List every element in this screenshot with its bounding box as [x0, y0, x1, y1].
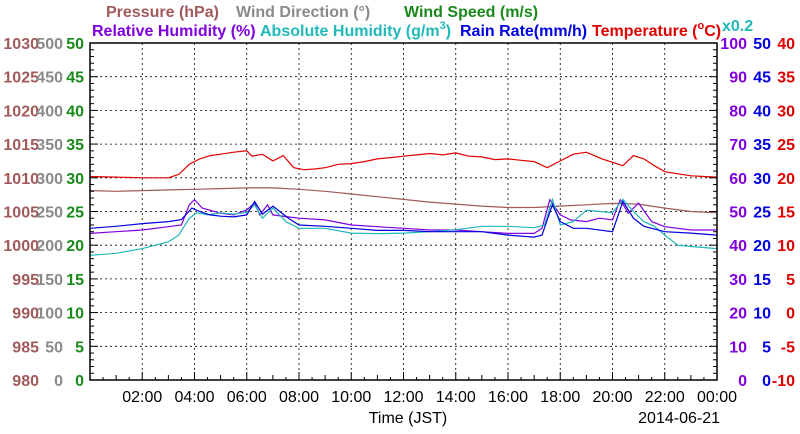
y-tick-label-wind-direction: 0: [54, 373, 63, 390]
y-tick-label-temperature: 5: [786, 272, 795, 289]
date-label: 2014-06-21: [638, 410, 720, 427]
y-tick-label-rain-rate: 20: [753, 238, 771, 255]
series-group: [89, 150, 718, 256]
y-tick-label-relative-humidity: 0: [738, 373, 747, 390]
y-tick-label-rain-rate: 15: [753, 272, 771, 289]
series-line-temperature: [89, 150, 718, 179]
y-tick-label-temperature: 15: [777, 205, 795, 222]
x-tick-label: 18:00: [540, 389, 580, 406]
y-tick-label-temperature: 0: [786, 306, 795, 323]
y-tick-label-wind-speed: 30: [66, 171, 84, 188]
y-tick-label-wind-speed: 5: [75, 339, 84, 356]
y-tick-label-wind-direction: 200: [36, 238, 63, 255]
y-tick-label-wind-direction: 150: [36, 272, 63, 289]
series-line-relative-humidity: [89, 198, 717, 234]
x-tick-label: 20:00: [592, 389, 632, 406]
y-tick-label-relative-humidity: 70: [729, 137, 747, 154]
legend-rain-rate: Rain Rate(mm/h): [460, 23, 587, 40]
y-tick-label-temperature: 20: [777, 171, 795, 188]
y-tick-label-rain-rate: 40: [753, 103, 771, 120]
series-line-absolute-humidity: [89, 197, 718, 256]
y-tick-label-rain-rate: 30: [753, 171, 771, 188]
y-tick-label-wind-speed: 45: [66, 70, 84, 87]
y-tick-label-wind-speed: 40: [66, 103, 84, 120]
y-tick-label-pressure: 980: [12, 373, 39, 390]
x-tick-label: 08:00: [279, 389, 319, 406]
y-tick-label-temperature: -10: [772, 373, 795, 390]
x-tick-labels: 02:00 04:00 06:00 08:00 10:00 12:00 14:00 16:00…: [89, 372, 737, 406]
legend-wind-speed: Wind Speed (m/s): [404, 4, 538, 21]
x-tick-label: 10:00: [331, 389, 371, 406]
y-tick-label-temperature: 30: [777, 103, 795, 120]
y-tick-label-wind-speed: 0: [75, 373, 84, 390]
legend-pressure: Pressure (hPa): [106, 4, 219, 21]
y-tick-label-rain-rate: 35: [753, 137, 771, 154]
y-tick-labels: 9809859909951000100510101015102010251030…: [3, 36, 795, 390]
y-tick-label-wind-speed: 25: [66, 205, 84, 222]
legend-absolute-humidity: Absolute Humidity (g/m3): [260, 20, 451, 40]
x-tick-label: 12:00: [383, 389, 423, 406]
y-tick-label-pressure: 1020: [3, 103, 39, 120]
y-tick-label-pressure: 995: [12, 272, 39, 289]
y-tick-label-pressure: 1010: [3, 171, 39, 188]
y-tick-label-relative-humidity: 100: [720, 36, 747, 53]
y-tick-label-pressure: 990: [12, 306, 39, 323]
y-tick-label-temperature: 40: [777, 36, 795, 53]
series-line-pressure: [89, 187, 718, 214]
series-line-rain-rate: [89, 200, 718, 238]
y-tick-label-pressure: 1000: [3, 238, 39, 255]
y-tick-label-relative-humidity: 10: [729, 339, 747, 356]
y-tick-label-rain-rate: 45: [753, 70, 771, 87]
y-tick-label-relative-humidity: 60: [729, 171, 747, 188]
y-tick-label-relative-humidity: 50: [729, 205, 747, 222]
y-tick-label-wind-direction: 400: [36, 103, 63, 120]
y-tick-label-wind-direction: 350: [36, 137, 63, 154]
x-tick-label: 22:00: [645, 389, 685, 406]
y-tick-label-rain-rate: 0: [762, 373, 771, 390]
legend-scale-note: x0.2: [722, 18, 753, 35]
y-tick-label-pressure: 985: [12, 339, 39, 356]
y-tick-label-relative-humidity: 40: [729, 238, 747, 255]
y-tick-label-pressure: 1025: [3, 70, 39, 87]
y-tick-label-relative-humidity: 30: [729, 272, 747, 289]
y-tick-label-relative-humidity: 90: [729, 70, 747, 87]
y-tick-label-pressure: 1015: [3, 137, 39, 154]
y-tick-label-rain-rate: 50: [753, 36, 771, 53]
y-tick-label-temperature: 35: [777, 70, 795, 87]
y-tick-label-wind-direction: 100: [36, 306, 63, 323]
y-tick-label-wind-direction: 50: [45, 339, 63, 356]
y-tick-label-wind-speed: 50: [66, 36, 84, 53]
y-tick-label-wind-direction: 500: [36, 36, 63, 53]
y-tick-label-rain-rate: 10: [753, 306, 771, 323]
grid: [90, 43, 717, 380]
y-tick-label-wind-speed: 10: [66, 306, 84, 323]
y-tick-label-temperature: 10: [777, 238, 795, 255]
x-axis-label: Time (JST): [369, 410, 448, 427]
legend-temperature: Temperature (oC): [592, 20, 721, 40]
legend-relative-humidity: Relative Humidity (%): [92, 23, 256, 40]
x-tick-label: 14:00: [436, 389, 476, 406]
y-tick-label-pressure: 1005: [3, 205, 39, 222]
y-tick-label-wind-direction: 250: [36, 205, 63, 222]
x-tick-label: 04:00: [174, 389, 214, 406]
y-tick-label-rain-rate: 5: [762, 339, 771, 356]
y-tick-label-wind-direction: 300: [36, 171, 63, 188]
y-tick-label-relative-humidity: 80: [729, 103, 747, 120]
y-tick-label-rain-rate: 25: [753, 205, 771, 222]
y-tick-label-temperature: 25: [777, 137, 795, 154]
x-tick-label: 02:00: [122, 389, 162, 406]
x-tick-label: 06:00: [227, 389, 267, 406]
y-tick-label-pressure: 1030: [3, 36, 39, 53]
y-tick-label-wind-speed: 35: [66, 137, 84, 154]
x-tick-label: 16:00: [488, 389, 528, 406]
y-tick-label-wind-speed: 20: [66, 238, 84, 255]
y-tick-label-wind-speed: 15: [66, 272, 84, 289]
y-tick-label-temperature: -5: [781, 339, 795, 356]
x-tick-label: 00:00: [697, 389, 737, 406]
y-tick-label-relative-humidity: 20: [729, 306, 747, 323]
legend-wind-direction: Wind Direction (°): [236, 4, 370, 21]
y-tick-label-wind-direction: 450: [36, 70, 63, 87]
